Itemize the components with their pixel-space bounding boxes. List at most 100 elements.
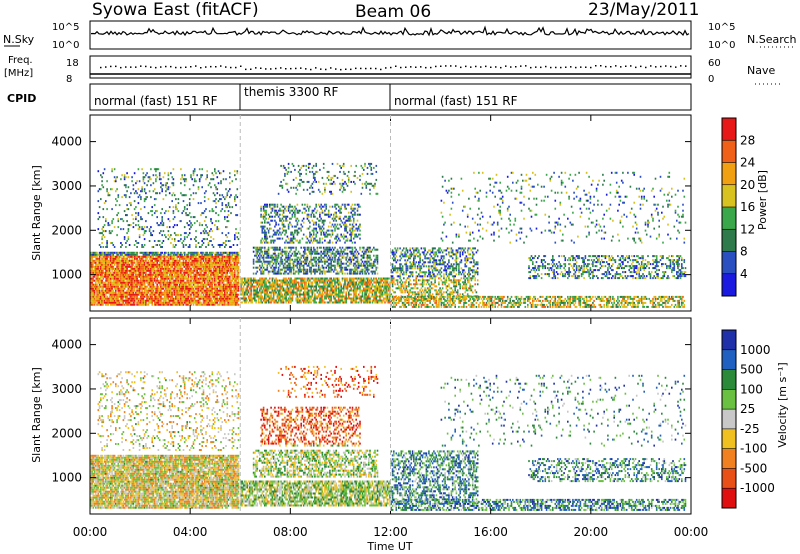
range-time-cell: [269, 263, 271, 265]
range-time-cell: [94, 292, 96, 294]
range-time-cell: [163, 176, 165, 178]
range-time-cell: [238, 252, 240, 254]
nave-point: [300, 67, 302, 69]
range-time-cell: [173, 244, 175, 246]
range-time-cell: [169, 260, 171, 262]
nave-point: [305, 68, 307, 70]
range-time-cell: [111, 230, 113, 232]
nave-point: [350, 69, 352, 71]
range-time-cell: [133, 218, 135, 220]
freq-label-line2: [MHz]: [4, 68, 33, 79]
range-time-cell: [369, 300, 371, 302]
range-time-cell: [126, 240, 128, 242]
range-time-cell: [214, 194, 216, 196]
range-time-cell: [150, 196, 152, 198]
range-time-cell: [214, 266, 216, 268]
range-time-cell: [173, 184, 175, 186]
range-time-cell: [114, 226, 116, 228]
range-time-cell: [120, 178, 122, 180]
range-time-cell: [103, 172, 105, 174]
range-time-cell: [144, 284, 146, 286]
range-time-cell: [131, 258, 133, 260]
range-time-cell: [222, 232, 224, 234]
range-time-cell: [327, 292, 329, 294]
range-time-cell: [145, 230, 147, 232]
range-time-cell: [201, 282, 203, 284]
range-time-cell: [238, 286, 240, 288]
range-time-cell: [173, 206, 175, 208]
range-time-cell: [209, 280, 211, 282]
range-time-cell: [255, 255, 257, 257]
range-time-cell: [260, 300, 262, 302]
range-time-cell: [189, 224, 191, 226]
nave-point: [670, 66, 672, 68]
range-time-cell: [141, 168, 143, 170]
range-time-cell: [186, 204, 188, 206]
range-time-cell: [139, 236, 141, 238]
range-time-cell: [160, 178, 162, 180]
range-time-cell: [160, 254, 162, 256]
range-time-cell: [191, 286, 193, 288]
range-time-cell: [190, 284, 192, 286]
range-time-cell: [168, 218, 170, 220]
range-time-cell: [257, 271, 259, 273]
range-time-cell: [190, 274, 192, 276]
range-time-cell: [238, 258, 240, 260]
range-time-cell: [181, 242, 183, 244]
range-time-cell: [304, 290, 306, 292]
range-time-cell: [110, 232, 112, 234]
range-time-cell: [223, 170, 225, 172]
range-time-cell: [105, 220, 107, 222]
range-time-cell: [156, 244, 158, 246]
range-time-cell: [195, 256, 197, 258]
range-time-cell: [220, 172, 222, 174]
range-time-cell: [243, 286, 245, 288]
range-time-cell: [173, 168, 175, 170]
range-time-cell: [143, 178, 145, 180]
range-time-cell: [171, 266, 173, 268]
range-time-cell: [189, 212, 191, 214]
range-time-cell: [228, 210, 230, 212]
range-time-cell: [198, 186, 200, 188]
range-time-cell: [93, 264, 95, 266]
range-time-cell: [220, 182, 222, 184]
range-time-cell: [169, 226, 171, 228]
range-time-cell: [350, 294, 352, 296]
range-time-cell: [230, 288, 232, 290]
range-time-cell: [245, 298, 247, 300]
range-time-cell: [223, 282, 225, 284]
nave-point: [500, 67, 502, 69]
range-time-cell: [160, 230, 162, 232]
nave-point: [175, 67, 177, 69]
range-time-cell: [128, 186, 130, 188]
range-time-cell: [141, 190, 143, 192]
range-time-cell: [371, 278, 373, 280]
range-time-cell: [201, 174, 203, 176]
range-time-cell: [163, 222, 165, 224]
nave-point: [195, 65, 197, 67]
range-time-cell: [99, 244, 101, 246]
range-time-cell: [171, 296, 173, 298]
range-time-cell: [183, 244, 185, 246]
nave-point: [385, 67, 387, 69]
range-time-cell: [184, 208, 186, 210]
range-time-cell: [141, 226, 143, 228]
range-time-cell: [285, 278, 287, 280]
range-time-cell: [155, 198, 157, 200]
range-time-cell: [212, 290, 214, 292]
range-time-cell: [368, 296, 370, 298]
range-time-cell: [224, 302, 226, 304]
range-time-cell: [95, 282, 97, 284]
range-time-cell: [170, 242, 172, 244]
range-time-cell: [200, 176, 202, 178]
range-time-cell: [282, 294, 284, 296]
range-time-cell: [345, 296, 347, 298]
range-time-cell: [135, 300, 137, 302]
range-time-cell: [204, 200, 206, 202]
range-time-cell: [194, 290, 196, 292]
range-time-cell: [181, 212, 183, 214]
range-time-cell: [185, 212, 187, 214]
range-time-cell: [220, 180, 222, 182]
range-time-cell: [165, 252, 167, 254]
range-time-cell: [109, 224, 111, 226]
